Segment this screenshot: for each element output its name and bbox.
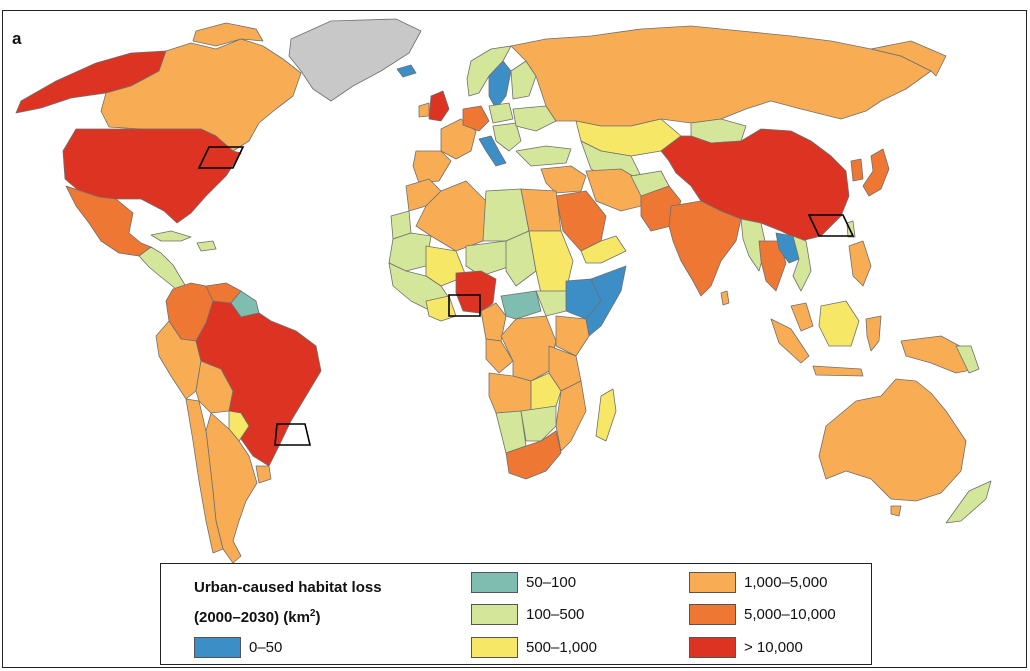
- sumatra: [770, 318, 810, 364]
- cameroon: [480, 302, 507, 342]
- legend-label-100-500: 100–500: [526, 605, 585, 623]
- legend-title-prefix: (2000–2030) (km: [194, 609, 310, 626]
- legend-label-5000-10000: 5,000–10,000: [744, 605, 836, 623]
- poland: [488, 102, 514, 124]
- uruguay: [255, 465, 272, 484]
- legend-item-100-500: 100–500: [471, 603, 584, 625]
- legend-label-500-1000: 500–1,000: [526, 638, 597, 656]
- greenland: [288, 18, 422, 102]
- world-map-frame: [2, 10, 1027, 668]
- java: [812, 365, 864, 377]
- taiwan: [846, 220, 856, 238]
- united-kingdom: [428, 90, 450, 122]
- paraguay: [228, 410, 250, 442]
- yemen-oman: [580, 235, 627, 264]
- iceland: [396, 64, 417, 78]
- vietnam: [792, 235, 812, 292]
- legend-item-5000-10000: 5,000–10,000: [689, 603, 836, 625]
- panel-label: a: [12, 29, 22, 48]
- highlight-box-nigeria-coast: [448, 294, 481, 317]
- philippines: [848, 240, 872, 287]
- sulawesi: [865, 315, 882, 352]
- chile: [185, 398, 224, 554]
- australia: [818, 378, 967, 502]
- ukraine: [512, 105, 557, 132]
- legend-swatch-0-50: [194, 636, 241, 658]
- zambia: [530, 372, 562, 412]
- cuba: [150, 230, 192, 242]
- legend-title-line-2: (2000–2030) (km2): [194, 608, 320, 626]
- south-africa: [505, 430, 562, 480]
- highlight-box-southeast-brazil: [274, 423, 312, 446]
- legend-item-over-10000: > 10,000: [689, 636, 803, 658]
- malaysia: [790, 302, 814, 332]
- legend-label-1000-5000: 1,000–5,000: [744, 573, 828, 591]
- legend-item-500-1000: 500–1,000: [471, 636, 597, 658]
- legend-title-suffix: ): [315, 609, 321, 626]
- legend-swatch-100-500: [471, 603, 518, 625]
- russia: [510, 25, 932, 127]
- botswana-zimbabwe: [520, 405, 557, 442]
- legend-label-over-10000: > 10,000: [744, 638, 803, 656]
- hispaniola: [196, 240, 217, 252]
- legend-item-1000-5000: 1,000–5,000: [689, 571, 827, 593]
- legend-title-line-1: Urban-caused habitat loss: [194, 579, 382, 596]
- legend-item-50-100: 50–100: [471, 571, 576, 593]
- russia-far-east: [870, 40, 947, 77]
- south-sudan: [535, 290, 567, 317]
- myanmar: [740, 218, 767, 272]
- korea: [850, 158, 864, 182]
- kenya-uganda: [555, 315, 590, 357]
- balkans: [492, 122, 522, 152]
- ireland: [418, 102, 430, 118]
- sweden: [488, 60, 512, 110]
- japan: [862, 148, 890, 197]
- highlight-box-eastern-united-states: [197, 146, 245, 169]
- somalia: [585, 265, 627, 337]
- legend-label-0-50: 0–50: [249, 638, 283, 656]
- italy: [478, 135, 507, 167]
- legend-title-superscript: 2: [309, 608, 316, 619]
- gabon-congo: [485, 338, 514, 374]
- ghana-ivory-coast: [425, 295, 457, 322]
- iberia: [412, 150, 452, 184]
- namibia: [495, 410, 527, 454]
- india: [668, 200, 742, 297]
- mauritania: [388, 232, 432, 272]
- new-zealand: [945, 480, 992, 524]
- chad: [505, 230, 537, 287]
- legend-swatch-50-100: [471, 571, 518, 593]
- iraq-syria: [540, 165, 587, 194]
- sri-lanka: [720, 290, 730, 306]
- turkey: [515, 145, 572, 167]
- brazil: [195, 300, 322, 467]
- legend-swatch-1000-5000: [689, 571, 736, 593]
- united-states: [62, 128, 242, 224]
- central-america: [138, 246, 186, 290]
- legend-item-0-50: 0–50: [194, 636, 282, 658]
- germany: [462, 105, 490, 132]
- legend-swatch-5000-10000: [689, 603, 736, 625]
- borneo: [818, 300, 860, 347]
- legend-swatch-500-1000: [471, 636, 518, 658]
- angola: [488, 372, 532, 414]
- china: [660, 128, 850, 242]
- tasmania: [890, 505, 902, 517]
- laos: [775, 232, 800, 264]
- central-african-republic: [500, 290, 542, 320]
- new-guinea: [900, 335, 977, 374]
- world-map: [15, 18, 992, 564]
- highlight-box-south-china: [807, 214, 855, 237]
- legend-swatch-over-10000: [689, 636, 736, 658]
- canada-arctic-islands: [192, 22, 264, 47]
- madagascar: [595, 388, 617, 442]
- dr-congo: [500, 315, 557, 382]
- niger: [465, 240, 512, 277]
- legend: Urban-caused habitat loss (2000–2030) (k…: [160, 563, 872, 665]
- papua: [955, 345, 980, 374]
- legend-label-50-100: 50–100: [526, 573, 577, 591]
- finland: [510, 60, 537, 100]
